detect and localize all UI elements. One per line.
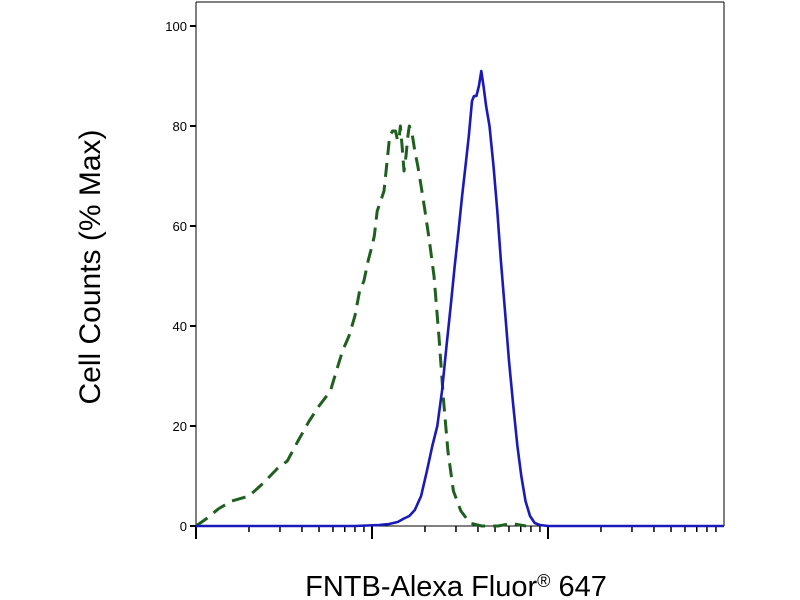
solid-series-line — [196, 69, 724, 528]
y-tick-label: 80 — [173, 119, 187, 134]
y-axis-label: Cell Counts (% Max) — [74, 129, 107, 404]
y-axis: 0 20 40 60 80 100 — [165, 19, 196, 534]
y-tick-label: 20 — [173, 419, 187, 434]
y-tick-label: 0 — [180, 519, 187, 534]
x-axis-label-registered-mark: ® — [537, 571, 550, 591]
y-tick-label: 100 — [165, 19, 187, 34]
x-axis-label-main: FNTB-Alexa Fluor — [305, 571, 537, 600]
x-axis — [195, 526, 717, 539]
x-axis-label-suffix: 647 — [550, 571, 606, 600]
y-tick-label: 60 — [173, 219, 187, 234]
x-axis-label: FNTB-Alexa Fluor® 647 — [305, 571, 607, 600]
dashed-series-line — [195, 124, 527, 528]
plot-frame — [195, 1, 725, 527]
series-layer — [195, 69, 724, 528]
y-tick-label: 40 — [173, 319, 187, 334]
